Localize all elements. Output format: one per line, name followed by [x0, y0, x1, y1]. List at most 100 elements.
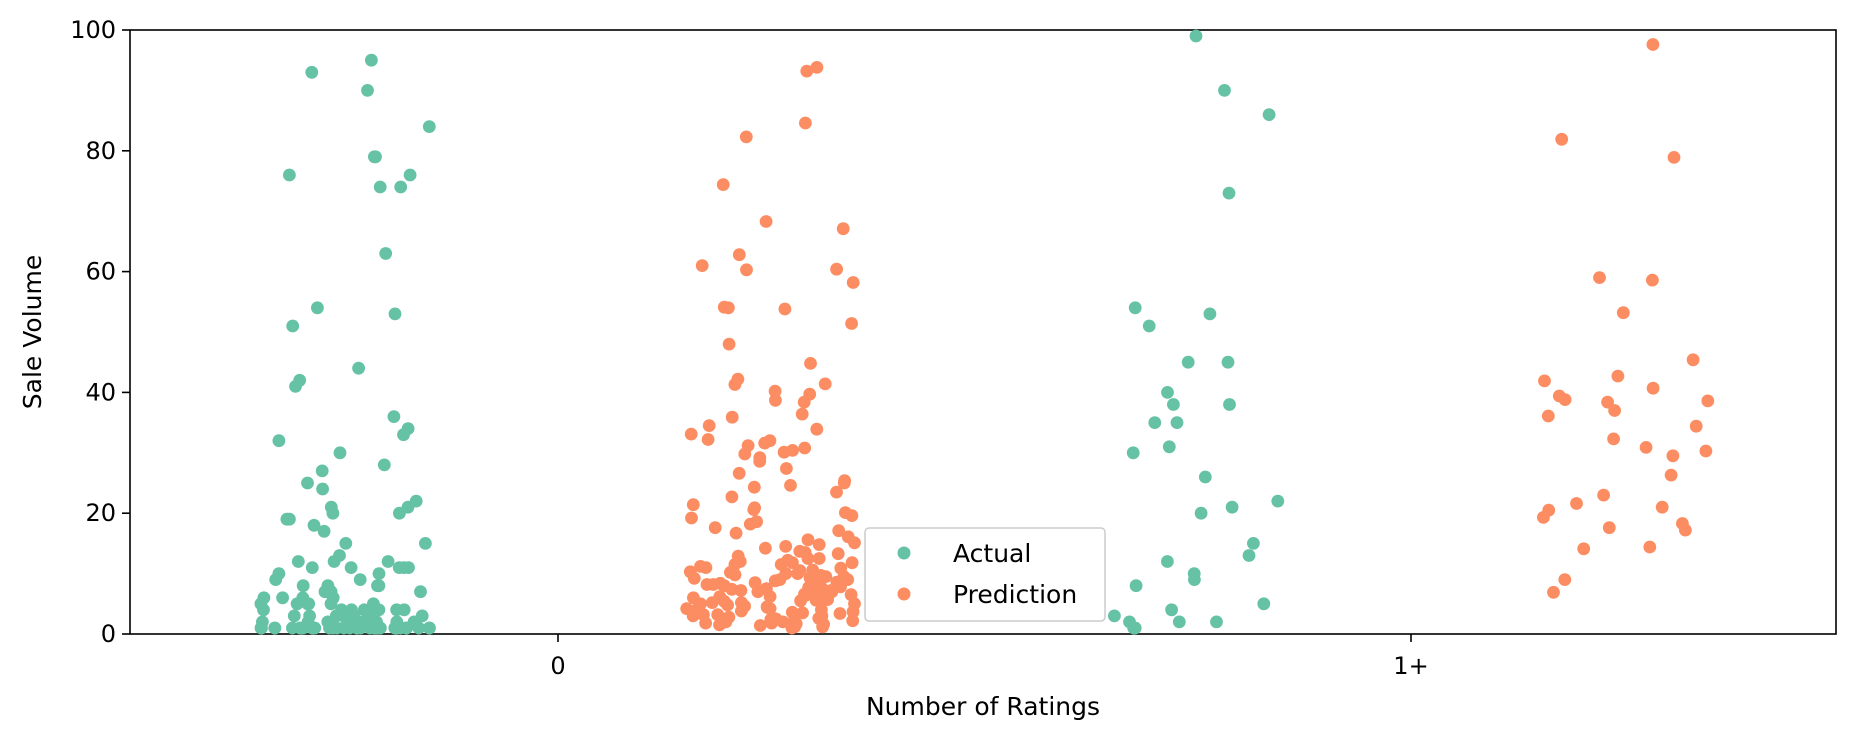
legend: Actual Prediction [864, 527, 1106, 622]
point-actual-zero-123 [254, 621, 268, 635]
point-prediction-zero-10 [740, 263, 753, 277]
point-actual-one-plus-7 [1221, 355, 1235, 369]
point-actual-one-plus-12 [1170, 416, 1184, 429]
point-actual-zero-122 [305, 621, 319, 635]
point-prediction-zero-156 [845, 556, 859, 570]
point-prediction-zero-61 [848, 536, 861, 550]
point-prediction-zero-129 [815, 609, 829, 623]
point-prediction-zero-98 [705, 596, 719, 609]
point-actual-zero-9 [394, 180, 408, 194]
point-actual-zero-0 [365, 53, 378, 67]
point-actual-zero-10 [379, 247, 393, 260]
point-prediction-zero-36 [777, 445, 791, 459]
point-actual-zero-119 [423, 621, 436, 635]
point-actual-zero-44 [344, 561, 358, 574]
point-actual-zero-13 [286, 319, 300, 333]
point-actual-one-plus-8 [1181, 355, 1195, 369]
point-actual-one-plus-17 [1271, 494, 1285, 508]
point-prediction-one-plus-2 [1667, 151, 1681, 164]
point-prediction-zero-45 [747, 480, 761, 494]
point-prediction-zero-23 [769, 393, 782, 407]
point-actual-zero-49 [269, 573, 283, 586]
point-actual-zero-103 [412, 621, 426, 635]
point-actual-zero-104 [268, 621, 282, 635]
point-actual-zero-57 [414, 585, 427, 599]
point-prediction-zero-46 [830, 485, 843, 499]
point-prediction-zero-4 [716, 178, 730, 192]
point-actual-one-plus-5 [1203, 307, 1217, 321]
point-prediction-zero-134 [748, 576, 762, 590]
y-tick-label-60: 60 [85, 258, 116, 286]
point-actual-zero-17 [387, 410, 401, 423]
point-prediction-zero-121 [699, 561, 713, 574]
x-axis-label: Number of Ratings [866, 692, 1100, 721]
point-actual-one-plus-19 [1194, 506, 1208, 520]
point-prediction-zero-15 [845, 317, 858, 330]
point-prediction-one-plus-16 [1689, 419, 1703, 433]
point-actual-zero-25 [316, 482, 329, 496]
point-prediction-zero-44 [784, 479, 797, 492]
point-actual-one-plus-16 [1198, 470, 1212, 484]
point-actual-zero-29 [326, 506, 340, 520]
point-actual-zero-74 [257, 603, 270, 617]
point-prediction-zero-60 [801, 533, 815, 547]
point-prediction-zero-52 [845, 509, 859, 522]
point-prediction-one-plus-20 [1666, 449, 1680, 463]
point-prediction-zero-55 [743, 517, 757, 531]
point-actual-zero-2 [361, 84, 374, 97]
point-actual-one-plus-13 [1148, 416, 1162, 429]
point-actual-zero-32 [280, 512, 294, 526]
point-prediction-zero-13 [722, 301, 735, 315]
point-actual-one-plus-21 [1242, 549, 1256, 562]
legend-label-actual: Actual [953, 539, 1031, 568]
point-actual-one-plus-11 [1167, 398, 1180, 411]
x-tick-label-one-plus: 1+ [1393, 652, 1428, 680]
y-tick-label-40: 40 [85, 378, 116, 406]
point-actual-zero-71 [397, 603, 411, 617]
point-prediction-zero-65 [831, 547, 845, 561]
point-actual-one-plus-9 [1161, 386, 1174, 399]
point-prediction-zero-153 [846, 614, 860, 628]
point-prediction-zero-138 [760, 600, 774, 614]
data-points [254, 29, 1715, 635]
point-actual-one-plus-27 [1165, 603, 1178, 617]
point-actual-one-plus-28 [1108, 609, 1121, 623]
point-prediction-zero-26 [725, 410, 739, 424]
point-actual-one-plus-6 [1142, 319, 1156, 333]
point-actual-one-plus-2 [1262, 108, 1276, 121]
point-prediction-zero-147 [707, 578, 720, 591]
point-actual-zero-46 [372, 567, 386, 580]
point-prediction-zero-9 [830, 262, 843, 276]
point-actual-one-plus-30 [1172, 615, 1186, 629]
point-actual-zero-1 [305, 65, 319, 79]
point-prediction-zero-157 [814, 569, 828, 582]
point-prediction-zero-132 [793, 564, 807, 577]
point-prediction-one-plus-0 [1646, 38, 1660, 51]
point-prediction-zero-47 [725, 490, 739, 504]
point-actual-zero-40 [327, 555, 341, 568]
point-prediction-zero-37 [738, 447, 752, 461]
point-prediction-zero-161 [789, 617, 803, 631]
point-prediction-zero-17 [804, 357, 817, 370]
point-prediction-zero-48 [686, 498, 700, 512]
y-tick-label-20: 20 [85, 499, 116, 527]
point-prediction-one-plus-15 [1541, 409, 1555, 423]
point-prediction-zero-146 [687, 572, 701, 585]
point-actual-one-plus-18 [1225, 500, 1239, 514]
point-actual-zero-52 [372, 579, 386, 593]
plot-area-frame [129, 29, 1837, 635]
point-prediction-zero-117 [753, 619, 767, 632]
point-actual-zero-66 [324, 597, 338, 611]
point-prediction-one-plus-33 [1547, 585, 1560, 599]
point-prediction-zero-32 [758, 436, 772, 450]
legend-marker-prediction [897, 587, 911, 601]
point-prediction-zero-16 [722, 337, 736, 351]
point-actual-zero-22 [377, 458, 391, 472]
point-actual-zero-118 [388, 621, 402, 635]
point-prediction-zero-39 [753, 454, 767, 468]
point-prediction-one-plus-3 [1593, 271, 1606, 284]
point-prediction-one-plus-24 [1655, 500, 1669, 514]
x-tick-label-zero: 0 [550, 652, 565, 680]
point-prediction-one-plus-13 [1601, 395, 1614, 409]
point-prediction-zero-7 [732, 248, 746, 262]
